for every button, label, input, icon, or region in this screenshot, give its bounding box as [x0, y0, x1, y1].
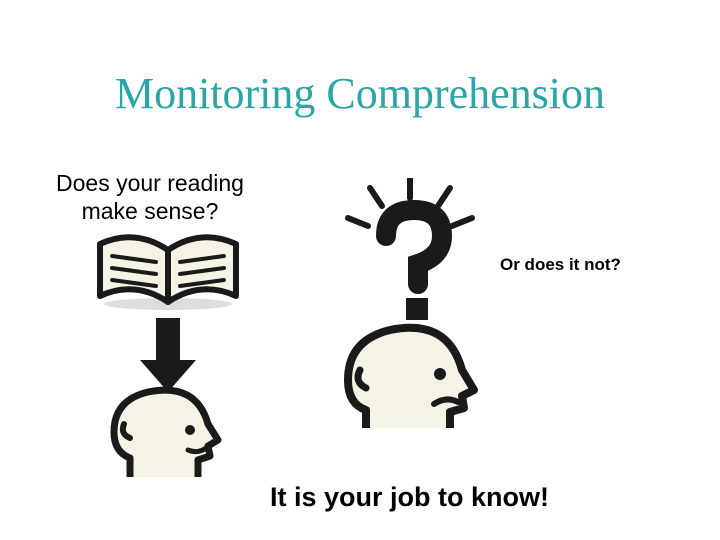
- slide-title: Monitoring Comprehension: [0, 72, 720, 116]
- question-1: Does your reading make sense?: [40, 170, 260, 225]
- slide: Monitoring Comprehension Does your readi…: [0, 0, 720, 540]
- closing-statement: It is your job to know!: [270, 482, 549, 513]
- question-1-line2: make sense?: [82, 198, 219, 224]
- question-1-line1: Does your reading: [56, 170, 244, 196]
- question-2: Or does it not?: [500, 255, 700, 275]
- confused-head-icon: [330, 178, 490, 428]
- book-to-head-icon: [90, 232, 245, 477]
